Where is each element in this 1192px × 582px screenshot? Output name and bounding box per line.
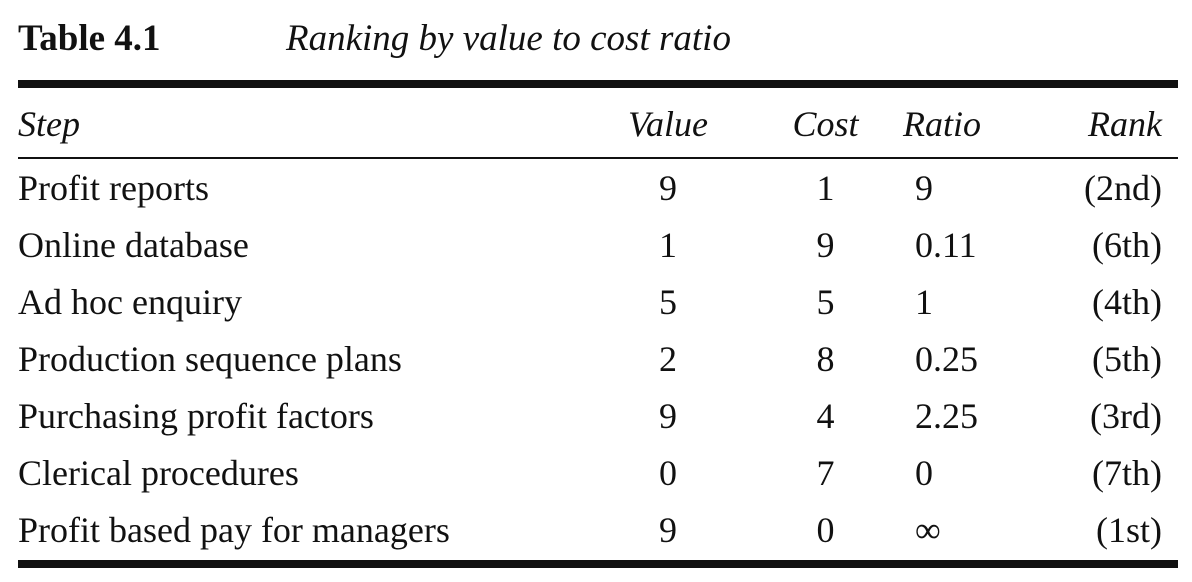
cost-cell: 9: [816, 224, 835, 265]
table-row: Profit based pay for managers 9 0 ∞ (1st…: [18, 501, 1178, 558]
table-row: Clerical procedures 0 7 0 (7th): [18, 444, 1178, 501]
rank-cell: (6th): [1092, 224, 1162, 265]
value-cell: 5: [659, 281, 677, 322]
step-cell: Clerical procedures: [18, 452, 299, 493]
ratio-cell: 0: [915, 452, 933, 493]
step-cell: Online database: [18, 224, 249, 265]
rank-cell: (1st): [1096, 509, 1162, 550]
column-header-cost: Cost: [792, 103, 859, 144]
value-cell: 9: [659, 167, 677, 208]
ratio-cell: 9: [915, 167, 933, 208]
rank-cell: (4th): [1092, 281, 1162, 322]
ratio-cell: 0.11: [915, 224, 977, 265]
step-cell: Ad hoc enquiry: [18, 281, 242, 322]
step-cell: Production sequence plans: [18, 338, 402, 379]
bottom-rule: [18, 560, 1178, 568]
ranking-table: Step Value Cost Ratio Rank Profit report…: [18, 90, 1178, 558]
step-cell: Profit reports: [18, 167, 209, 208]
ratio-cell: 2.25: [915, 395, 978, 436]
header-row: Step Value Cost Ratio Rank: [18, 90, 1178, 157]
top-rule: [18, 80, 1178, 88]
table-title: Ranking by value to cost ratio: [286, 17, 731, 59]
table-row: Profit reports 9 1 9 (2nd): [18, 157, 1178, 216]
rank-cell: (7th): [1092, 452, 1162, 493]
step-cell: Purchasing profit factors: [18, 395, 374, 436]
rank-cell: (2nd): [1084, 167, 1162, 208]
column-header-ratio: Ratio: [903, 103, 981, 144]
header-rule: [18, 157, 1178, 159]
value-cell: 2: [659, 338, 677, 379]
cost-cell: 1: [816, 167, 835, 208]
table-caption: Table 4.1 Ranking by value to cost ratio: [18, 12, 731, 64]
column-header-value: Value: [628, 103, 708, 144]
column-header-step: Step: [18, 103, 80, 144]
cost-cell: 7: [816, 452, 835, 493]
rank-cell: (5th): [1092, 338, 1162, 379]
value-cell: 1: [659, 224, 677, 265]
cost-cell: 8: [816, 338, 835, 379]
cost-cell: 0: [816, 509, 835, 550]
ratio-cell: ∞: [915, 509, 941, 550]
table-row: Production sequence plans 2 8 0.25 (5th): [18, 330, 1178, 387]
cost-cell: 4: [816, 395, 835, 436]
value-cell: 0: [659, 452, 677, 493]
rank-cell: (3rd): [1090, 395, 1162, 436]
cost-cell: 5: [816, 281, 835, 322]
ratio-cell: 1: [915, 281, 933, 322]
column-header-rank: Rank: [1088, 103, 1162, 144]
table-row: Online database 1 9 0.11 (6th): [18, 216, 1178, 273]
ratio-cell: 0.25: [915, 338, 978, 379]
value-cell: 9: [659, 509, 677, 550]
table-row: Ad hoc enquiry 5 5 1 (4th): [18, 273, 1178, 330]
table-label: Table 4.1: [18, 17, 161, 59]
step-cell: Profit based pay for managers: [18, 509, 450, 550]
table-row: Purchasing profit factors 9 4 2.25 (3rd): [18, 387, 1178, 444]
value-cell: 9: [659, 395, 677, 436]
